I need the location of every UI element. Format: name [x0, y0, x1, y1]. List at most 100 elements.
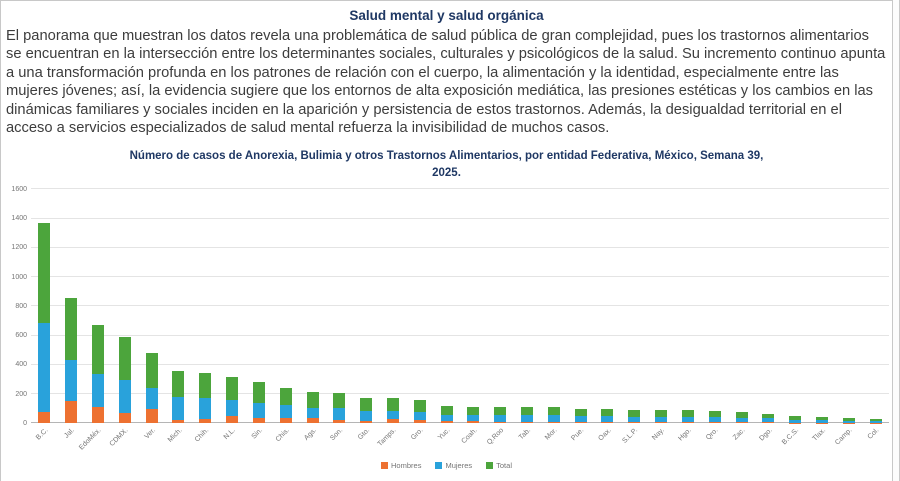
x-axis-tick-label-S.L.P.: S.L.P. [621, 427, 640, 446]
stacked-bar-Gro. [413, 400, 426, 424]
bar-segment-mujeres-Nay. [655, 416, 668, 422]
bar-segment-hombres-B.C. [38, 411, 51, 424]
x-axis-tick-label-B.C.: B.C. [34, 427, 50, 442]
x-axis-tick-label-Coah.: Coah. [460, 427, 479, 446]
legend-label: Mujeres [445, 461, 473, 471]
gridline-y-0 [31, 422, 889, 424]
bar-segment-hombres-Coah. [467, 420, 480, 424]
bar-segment-total-Qro. [708, 411, 721, 418]
x-axis-tick-label-Ags.: Ags. [302, 427, 318, 443]
bar-segment-mujeres-Jal. [65, 360, 78, 402]
stacked-bar-Tab. [521, 407, 534, 424]
x-axis-tick-label-Hgo.: Hgo. [677, 427, 693, 443]
x-axis-tick-label-Q.Roo: Q.Roo [485, 427, 506, 447]
x-axis-tick-label-Tlax.: Tlax. [811, 427, 827, 443]
bar-slot-N.L.: N.L. [219, 189, 246, 441]
stacked-bar-B.C. [38, 222, 51, 424]
bar-segment-hombres-Sin. [252, 418, 265, 424]
x-axis-tick-label-Chis.: Chis. [274, 427, 291, 444]
bar-segment-total-Camp. [842, 418, 855, 421]
bar-slot-Nay.: Nay. [648, 189, 675, 442]
bar-segment-mujeres-Coah. [467, 414, 480, 421]
legend-swatch-icon [381, 462, 389, 470]
stacked-bar-Mich. [172, 371, 185, 424]
stacked-bar-Chih. [199, 372, 212, 424]
bar-slot-S.L.P.: S.L.P. [621, 189, 648, 445]
bar-segment-hombres-Nay. [655, 421, 668, 424]
bar-segment-mujeres-N.L. [226, 400, 239, 416]
stacked-bar-CDMX. [118, 336, 131, 424]
legend-item-total: Total [486, 461, 512, 470]
bar-segment-mujeres-Pue. [574, 415, 587, 422]
stacked-bar-Mor. [547, 407, 560, 424]
bar-slot-Oax.: Oax. [594, 189, 621, 443]
bar-segment-mujeres-Yuc. [440, 414, 453, 422]
legend-swatch-icon [435, 462, 443, 470]
bar-segment-mujeres-Q.Roo [494, 415, 507, 422]
plot-area: 0 200 400 600 800 1000 1200 1400 1600 B.C. Jal. Edo… [11, 186, 889, 452]
bar-segment-total-CDMX. [118, 336, 131, 381]
bar-segment-mujeres-Tab. [521, 415, 534, 422]
bar-segment-hombres-Gro. [413, 420, 426, 424]
bar-slot-CDMX.: CDMX. [109, 189, 138, 448]
bar-segment-mujeres-Gto. [360, 410, 373, 422]
bar-segment-total-Mich. [172, 371, 185, 398]
y-axis-tick-label: 1400 [11, 215, 27, 222]
bar-segment-hombres-Ver. [145, 409, 158, 424]
legend-label: Hombres [391, 461, 422, 471]
stacked-bar-Jal. [65, 297, 78, 424]
bar-segment-mujeres-Oax. [601, 416, 614, 422]
bar-slot-B.C.: B.C. [31, 189, 58, 442]
bar-segment-total-B.C. [38, 222, 51, 324]
chart-legend: Hombres Mujeres Total [1, 461, 892, 470]
x-axis-tick-label-Camp.: Camp. [834, 427, 854, 447]
bar-segment-mujeres-Qro. [708, 417, 721, 422]
bar-segment-mujeres-Sin. [252, 402, 265, 419]
bar-segment-total-EdoMéx. [92, 325, 105, 375]
bar-slot-Pue.: Pue. [567, 189, 594, 442]
bar-segment-hombres-Chis. [279, 417, 292, 424]
stacked-bar-EdoMéx. [92, 325, 105, 424]
stacked-bar-Tlax. [815, 417, 828, 424]
stacked-bar-Zac. [735, 412, 748, 424]
x-axis-tick-label-Gto.: Gto. [356, 427, 372, 442]
bar-segment-hombres-Qro. [708, 421, 721, 424]
bar-segment-total-B.C.S. [789, 415, 802, 420]
bar-segment-mujeres-Mor. [547, 415, 560, 422]
x-axis-tick-label-Oax.: Oax. [597, 427, 613, 443]
gridline-y-1200 [31, 246, 889, 248]
bar-slot-Son.: Son. [326, 189, 353, 442]
x-axis-tick-label-Tab.: Tab. [517, 427, 532, 442]
bars-container: B.C. Jal. EdoMéx. CDMX. Ver. Mich. Chih. N.L. Si… [31, 189, 889, 452]
x-axis-tick-label-Gro.: Gro. [410, 427, 425, 442]
gridline-y-1000 [31, 276, 889, 277]
x-axis-tick-label-B.C.S.: B.C.S. [780, 427, 801, 447]
bar-segment-mujeres-Chis. [279, 405, 292, 418]
vertical-scrollbar-track[interactable] [893, 0, 900, 481]
bar-segment-total-N.L. [226, 377, 239, 401]
bar-segment-total-Chih. [199, 372, 212, 399]
stacked-bar-N.L. [226, 377, 239, 424]
bar-segment-total-Pue. [574, 408, 587, 416]
stacked-bar-B.C.S. [789, 415, 802, 424]
x-axis-tick-label-Col.: Col. [866, 427, 881, 442]
stacked-bar-chart: 0 200 400 600 800 1000 1200 1400 1600 B.C. Jal. Edo… [1, 186, 892, 481]
stacked-bar-Nay. [655, 410, 668, 424]
chart-title-line2: 2025. [432, 167, 461, 180]
bar-slot-Hgo.: Hgo. [675, 189, 702, 443]
stacked-bar-Q.Roo [494, 406, 507, 424]
bar-segment-mujeres-S.L.P. [628, 416, 641, 423]
bar-segment-total-Hgo. [681, 410, 694, 417]
bar-segment-total-Gto. [360, 398, 373, 411]
y-axis-tick-label: 1200 [11, 244, 27, 252]
bar-slot-Chis.: Chis. [272, 189, 299, 443]
legend-item-hombres: Hombres [381, 461, 421, 470]
bar-segment-total-Tlax. [815, 417, 828, 421]
bar-segment-total-Ver. [145, 353, 158, 389]
intro-paragraph: El panorama que muestran los datos revel… [6, 28, 886, 137]
bar-segment-mujeres-EdoMéx. [92, 374, 105, 408]
bar-slot-Mich.: Mich. [165, 189, 192, 444]
bar-segment-hombres-S.L.P. [628, 422, 641, 424]
bar-slot-Ver.: Ver. [138, 189, 165, 441]
x-axis-tick-label-Sin.: Sin. [250, 427, 264, 441]
